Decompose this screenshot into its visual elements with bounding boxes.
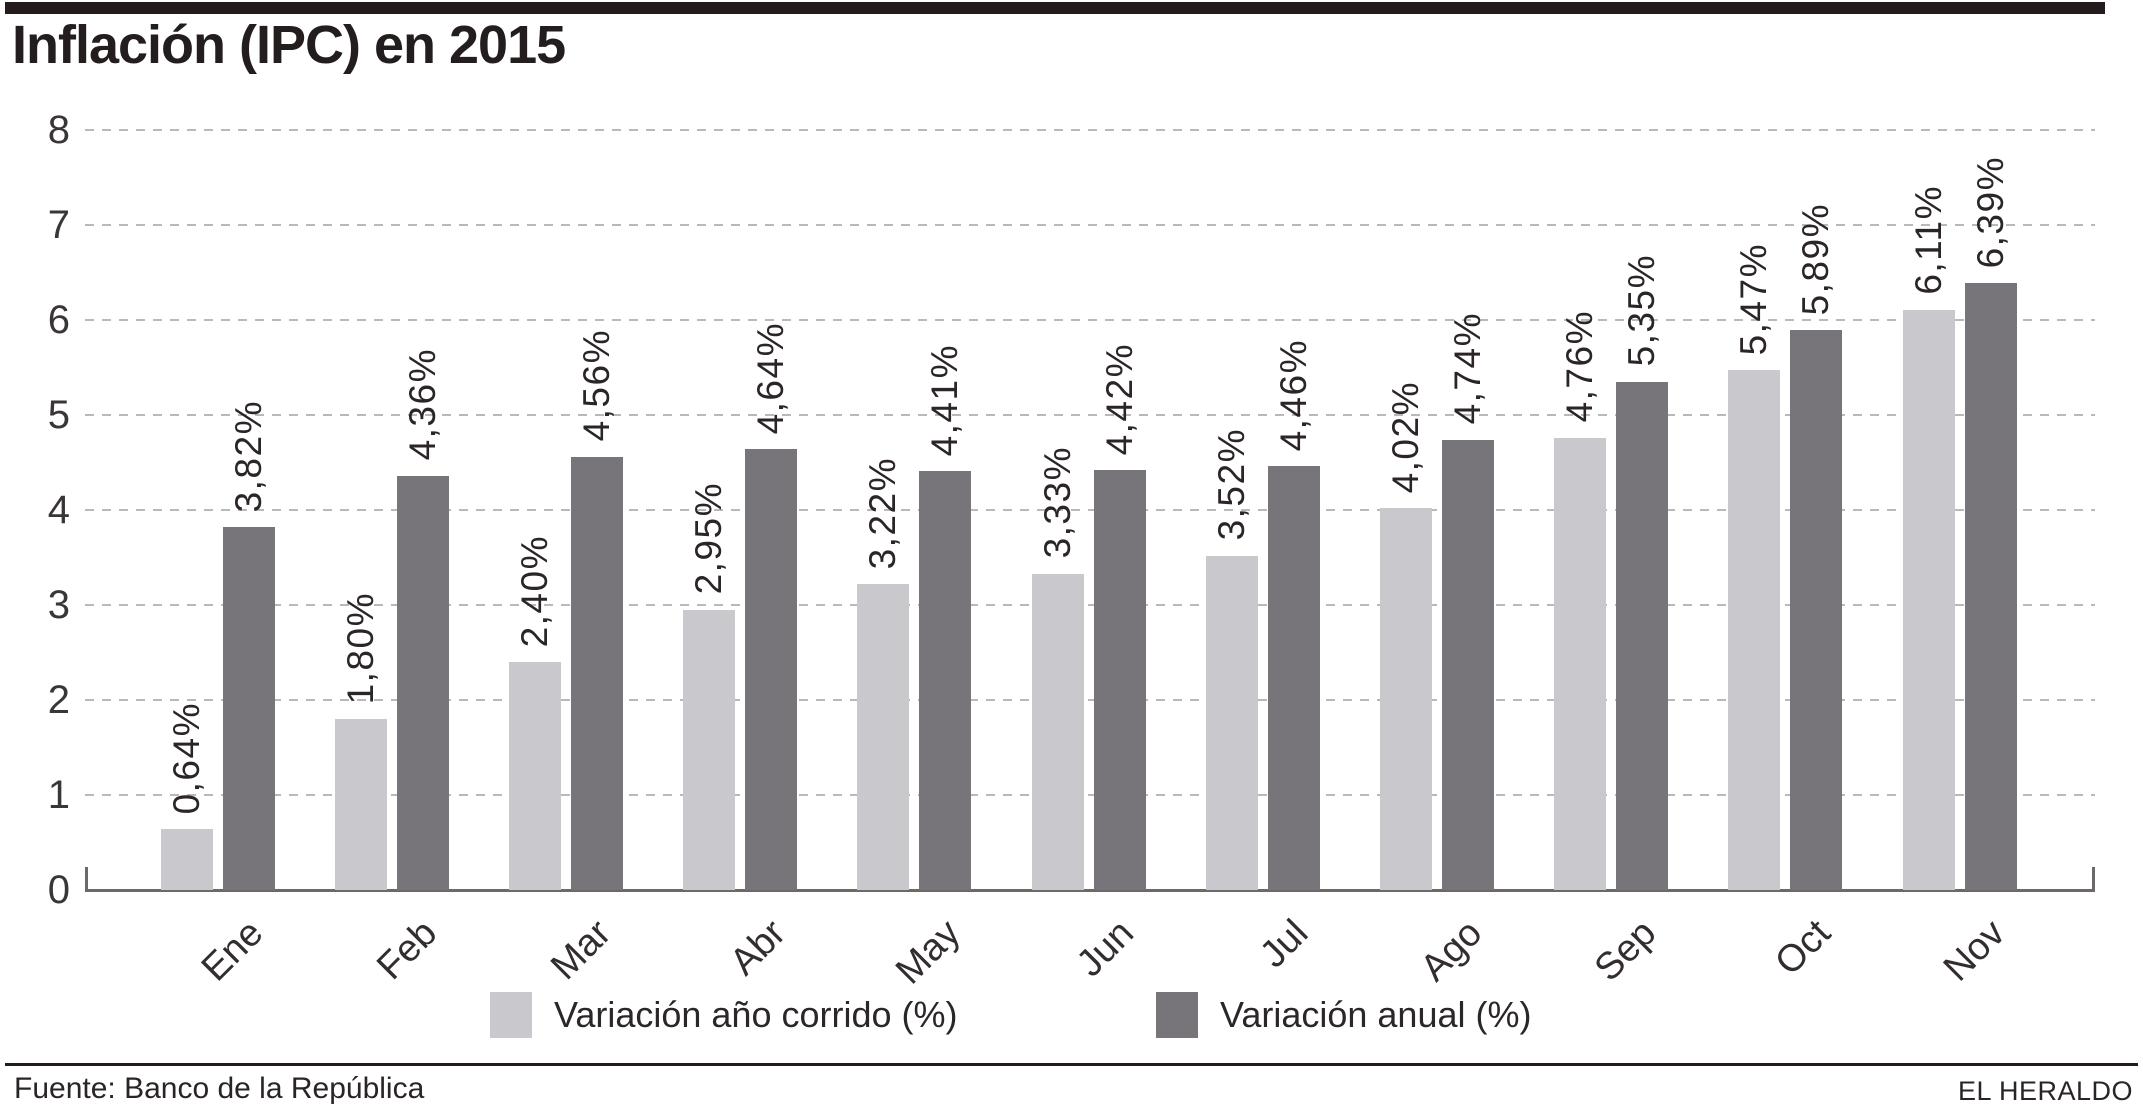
legend-item-ano-corrido: Variación año corrido (%) (490, 992, 958, 1038)
gridline-6 (85, 319, 2095, 321)
bar-anual-mar: 4,56% (570, 329, 623, 890)
x-axis-left-tick (85, 867, 88, 892)
bar-value-label: 4,36% (401, 348, 443, 461)
legend-swatch-anual-icon (1156, 992, 1198, 1038)
gridline-7 (85, 224, 2095, 226)
gridline-3 (85, 604, 2095, 606)
bar-value-label: 4,41% (924, 343, 966, 457)
bar-value-label: 4,46% (1272, 338, 1314, 452)
gridline-8 (85, 129, 2095, 131)
bar-anual-feb: 4,36% (396, 348, 449, 890)
bar-anual-jul: 4,46% (1267, 339, 1320, 890)
x-axis-label-jul: Jul (1252, 912, 1317, 977)
x-axis-label-may: May (887, 912, 968, 993)
footer-divider (5, 1063, 2138, 1066)
gridline-4 (85, 509, 2095, 511)
y-axis-label-7: 7 (47, 203, 70, 247)
bar-value-label: 6,11% (1907, 184, 1949, 295)
x-axis-label-abr: Abr (722, 912, 794, 984)
bar-ano-corrido-oct: 5,47% (1728, 243, 1781, 890)
bar-anual-jun: 4,42% (1093, 343, 1146, 890)
y-axis-label-6: 6 (47, 298, 70, 342)
bar-anual-oct: 5,89% (1790, 203, 1843, 890)
x-axis-label-sep: Sep (1587, 912, 1665, 990)
y-axis-label-8: 8 (47, 108, 70, 152)
bar-anual-may: 4,41% (919, 344, 972, 890)
bar-anual-sep: 5,35% (1616, 254, 1669, 890)
page-title: Inflación (IPC) en 2015 (12, 15, 566, 75)
bar-anual-ene: 3,82% (222, 400, 275, 890)
bar-value-label: 2,40% (513, 534, 555, 647)
legend-label-ano-corrido: Variación año corrido (%) (554, 994, 958, 1035)
bar-value-label: 4,56% (575, 329, 617, 442)
legend-item-anual: Variación anual (%) (1156, 992, 1531, 1038)
bar-value-label: 4,42% (1098, 342, 1140, 456)
x-axis-line (85, 889, 2095, 892)
bar-value-label: 2,95% (688, 482, 730, 595)
legend-swatch-ano-corrido-icon (490, 992, 532, 1038)
legend-label-anual: Variación anual (%) (1220, 994, 1532, 1035)
bar-value-label: 4,64% (750, 321, 792, 435)
y-axis-label-5: 5 (47, 393, 70, 437)
bar-ano-corrido-jun: 3,33% (1031, 446, 1084, 890)
x-axis-label-ago: Ago (1413, 912, 1491, 990)
bar-ano-corrido-feb: 1,80% (334, 592, 387, 890)
bar-ano-corrido-ago: 4,02% (1379, 381, 1432, 890)
y-axis-label-2: 2 (47, 678, 70, 722)
x-axis-label-ene: Ene (193, 912, 272, 990)
bar-ano-corrido-mar: 2,40% (508, 535, 561, 890)
y-axis-label-0: 0 (47, 868, 70, 912)
gridline-1 (85, 794, 2095, 796)
footer-source: Fuente: Banco de la República (14, 1072, 425, 1105)
bar-value-label: 5,47% (1733, 242, 1775, 356)
bar-anual-abr: 4,64% (745, 322, 798, 890)
bar-ano-corrido-jul: 3,52% (1205, 428, 1258, 890)
bar-value-label: 4,02% (1384, 380, 1426, 494)
x-axis-label-oct: Oct (1767, 912, 1839, 984)
bar-ano-corrido-ene: 0,64% (160, 702, 213, 890)
x-axis-label-nov: Nov (1935, 912, 2014, 990)
gridline-5 (85, 414, 2095, 416)
bar-ano-corrido-nov: 6,11% (1902, 185, 1955, 890)
bar-chart-plot-area: 0,64% 3,82% Ene 1,80% 4,36% Feb 2,40% 4,56% Mar 2… (85, 129, 2095, 992)
x-axis-label-mar: Mar (543, 912, 620, 988)
bar-value-label: 0,64% (165, 701, 207, 815)
bar-value-label: 3,82% (227, 399, 269, 513)
bar-value-label: 6,39% (1969, 155, 2011, 268)
bar-value-label: 5,89% (1795, 203, 1837, 316)
x-axis-right-tick (2092, 867, 2095, 892)
bar-value-label: 1,80% (339, 591, 381, 704)
footer-credit: EL HERALDO (1957, 1076, 2133, 1106)
gridline-2 (85, 699, 2095, 701)
bar-value-label: 3,33% (1036, 446, 1078, 559)
bar-value-label: 5,35% (1621, 254, 1663, 367)
bar-anual-ago: 4,74% (1441, 312, 1494, 890)
x-axis-label-feb: Feb (369, 912, 446, 989)
x-axis-label-jun: Jun (1069, 912, 1143, 986)
bar-value-label: 3,22% (862, 456, 904, 570)
top-accent-bar (5, 2, 2105, 14)
bar-ano-corrido-sep: 4,76% (1554, 310, 1607, 890)
bar-ano-corrido-abr: 2,95% (683, 482, 736, 890)
bar-value-label: 4,76% (1559, 310, 1601, 423)
y-axis-label-4: 4 (47, 488, 70, 532)
y-axis-label-3: 3 (47, 583, 70, 627)
bar-ano-corrido-may: 3,22% (857, 457, 910, 890)
bar-value-label: 3,52% (1210, 428, 1252, 541)
y-axis-label-1: 1 (47, 773, 70, 817)
bar-value-label: 4,74% (1446, 312, 1488, 425)
bar-anual-nov: 6,39% (1964, 156, 2017, 890)
